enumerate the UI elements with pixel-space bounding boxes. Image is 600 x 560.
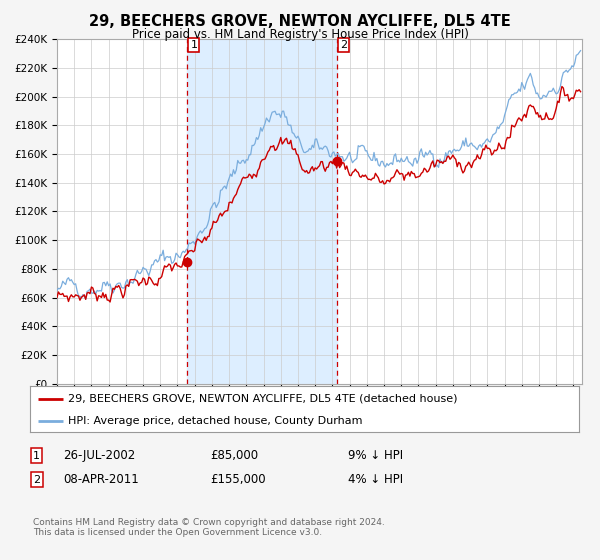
Text: HPI: Average price, detached house, County Durham: HPI: Average price, detached house, Coun… xyxy=(68,416,363,426)
Text: 2: 2 xyxy=(340,40,347,50)
Text: 29, BEECHERS GROVE, NEWTON AYCLIFFE, DL5 4TE (detached house): 29, BEECHERS GROVE, NEWTON AYCLIFFE, DL5… xyxy=(68,394,458,404)
Text: 1: 1 xyxy=(190,40,197,50)
Text: 08-APR-2011: 08-APR-2011 xyxy=(63,473,139,487)
Text: £85,000: £85,000 xyxy=(210,449,258,463)
Bar xyxy=(187,39,337,384)
Text: 4% ↓ HPI: 4% ↓ HPI xyxy=(348,473,403,487)
Text: 2: 2 xyxy=(33,475,40,485)
Text: 9% ↓ HPI: 9% ↓ HPI xyxy=(348,449,403,463)
Text: 26-JUL-2002: 26-JUL-2002 xyxy=(63,449,135,463)
Text: 1: 1 xyxy=(33,451,40,461)
Text: Price paid vs. HM Land Registry's House Price Index (HPI): Price paid vs. HM Land Registry's House … xyxy=(131,28,469,41)
Text: £155,000: £155,000 xyxy=(210,473,266,487)
Text: 29, BEECHERS GROVE, NEWTON AYCLIFFE, DL5 4TE: 29, BEECHERS GROVE, NEWTON AYCLIFFE, DL5… xyxy=(89,14,511,29)
Text: Contains HM Land Registry data © Crown copyright and database right 2024.
This d: Contains HM Land Registry data © Crown c… xyxy=(33,518,385,538)
